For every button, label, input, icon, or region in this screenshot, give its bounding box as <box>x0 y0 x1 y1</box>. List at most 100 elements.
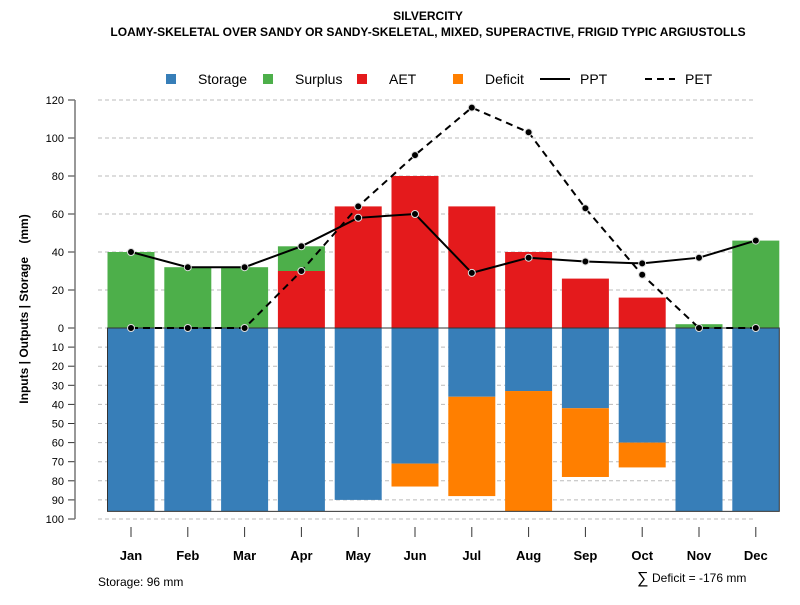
legend-swatch-storage <box>166 74 176 84</box>
storage-annotation: Storage: 96 mm <box>98 575 183 589</box>
surplus-bar <box>732 240 780 328</box>
storage-capacity-outline <box>107 327 780 512</box>
y-tick-label: 60 <box>52 438 64 450</box>
y-tick-label: 0 <box>58 323 64 335</box>
aet-bar <box>505 252 553 328</box>
legend-swatch-aet <box>357 74 367 84</box>
ppt-point <box>751 236 760 245</box>
x-tick-label: Aug <box>516 548 541 563</box>
y-tick-label: 120 <box>46 95 64 107</box>
storage-bar <box>277 328 325 512</box>
deficit-sum-symbol: ∑ <box>637 570 648 587</box>
surplus-bar <box>164 267 212 328</box>
y-tick-label: 40 <box>52 247 64 259</box>
x-tick-label: Jan <box>120 548 142 563</box>
pet-line <box>131 106 756 329</box>
aet-bar <box>391 176 439 328</box>
surplus-bar <box>107 252 155 328</box>
y-tick-label: 70 <box>52 457 64 469</box>
y-tick-label: 80 <box>52 476 64 488</box>
x-tick-label: Sep <box>573 548 597 563</box>
deficit-bar <box>561 408 609 477</box>
pet-point <box>297 267 306 275</box>
axes: 0 20 40 60 80 100 120 10 20 30 40 50 60 70 80 90 100 Jan F… <box>46 95 768 563</box>
pet-point <box>751 324 760 332</box>
storage-bar <box>561 328 609 409</box>
legend-label-ppt: PPT <box>580 71 608 87</box>
pet-point <box>411 151 419 160</box>
ppt-point <box>695 253 703 262</box>
x-tick-label: Feb <box>176 548 199 563</box>
legend-label-surplus: Surplus <box>295 71 342 87</box>
y-tick-label: 60 <box>52 209 64 221</box>
y-tick-label: 100 <box>46 133 64 145</box>
y-tick-label: 80 <box>52 171 64 183</box>
storage-bar <box>675 328 723 512</box>
storage-bar <box>732 328 780 512</box>
y-tick-label: 30 <box>52 380 64 392</box>
x-tick-label: Jul <box>462 548 481 563</box>
ppt-point <box>240 263 249 272</box>
storage-bar <box>107 328 155 512</box>
x-tick-label: Apr <box>290 548 312 563</box>
storage-bar <box>618 328 666 443</box>
ppt-point <box>183 263 192 272</box>
x-tick-label: Mar <box>233 548 256 563</box>
storage-bar <box>505 328 553 392</box>
ppt-line <box>130 212 757 275</box>
x-tick-label: Jun <box>403 548 426 563</box>
surplus-bar <box>277 246 325 271</box>
pet-point <box>638 270 647 279</box>
y-axis-label: Inputs | Outputs | Storage (mm) <box>17 214 31 403</box>
ppt-point <box>297 242 306 251</box>
ppt-point <box>638 259 647 268</box>
pet-point <box>524 128 533 137</box>
ppt-point <box>581 257 590 266</box>
storage-bar <box>334 328 382 500</box>
ppt-point <box>354 213 363 222</box>
x-tick-label: Nov <box>687 548 712 563</box>
y-tick-label: 20 <box>52 285 64 297</box>
pet-point <box>183 324 192 332</box>
x-tick-label: May <box>346 548 372 563</box>
x-tick-label: Oct <box>631 548 653 563</box>
pet-point <box>467 103 476 112</box>
bars <box>107 176 780 512</box>
y-tick-label: 100 <box>46 514 64 526</box>
deficit-bar <box>448 396 496 497</box>
y-tick-label: 20 <box>52 361 64 373</box>
legend-label-aet: AET <box>389 71 417 87</box>
ppt-point <box>524 253 533 262</box>
x-tick-label: Dec <box>744 548 768 563</box>
pet-point <box>127 324 135 332</box>
storage-bar <box>448 328 496 397</box>
pet-point <box>354 202 363 211</box>
deficit-bar <box>618 442 666 468</box>
storage-bar <box>164 328 212 512</box>
pet-point <box>240 324 249 332</box>
pet-point <box>695 324 703 332</box>
legend: Storage Surplus AET Deficit PPT PET <box>166 71 713 87</box>
aet-bar <box>448 206 496 328</box>
legend-label-pet: PET <box>685 71 713 87</box>
ppt-point <box>127 248 135 256</box>
y-tick-label: 50 <box>52 419 64 431</box>
legend-label-deficit: Deficit <box>485 71 524 87</box>
storage-bar <box>221 328 269 512</box>
chart-title: SILVERCITY <box>393 9 463 23</box>
pet-point <box>581 204 590 213</box>
ppt-point <box>411 210 419 218</box>
aet-bar <box>277 271 325 328</box>
legend-swatch-deficit <box>453 74 463 84</box>
aet-bar <box>618 297 666 328</box>
chart-subtitle: LOAMY-SKELETAL OVER SANDY OR SANDY-SKELE… <box>110 25 745 39</box>
deficit-bar <box>505 391 553 512</box>
y-tick-label: 10 <box>52 342 64 354</box>
deficit-bar <box>391 463 439 487</box>
surplus-bar <box>221 267 269 328</box>
deficit-annotation: Deficit = -176 mm <box>652 571 746 585</box>
storage-bar <box>391 328 439 464</box>
y-tick-label: 40 <box>52 399 64 411</box>
lines <box>127 103 760 332</box>
